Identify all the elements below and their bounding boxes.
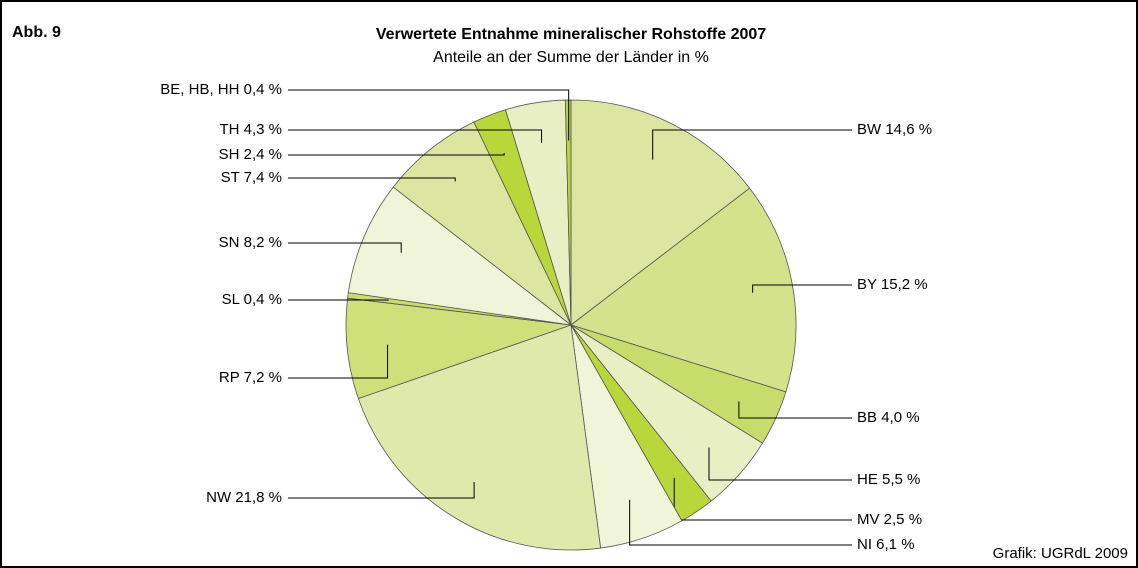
slice-category: BB <box>857 409 877 426</box>
leader-line <box>288 344 389 379</box>
pie-slice <box>570 187 797 393</box>
slice-label: MV 2,5 % <box>857 511 922 528</box>
figure-label: Abb. 9 <box>12 24 61 41</box>
chart-title: Verwertete Entnahme mineralischer Rohsto… <box>376 26 766 43</box>
pie-slice <box>564 99 572 326</box>
leader-line <box>288 177 456 182</box>
slice-value-label: 7,2 % <box>244 369 282 386</box>
slice-value-label: 7,4 % <box>244 169 282 186</box>
slice-value-label: 15,2 % <box>881 276 928 293</box>
leader-line <box>288 153 505 156</box>
leader-line <box>652 129 852 160</box>
slice-value-label: 8,2 % <box>244 234 282 251</box>
slice-label: SL 0,4 % <box>222 291 282 308</box>
slice-value-label: 6,1 % <box>876 536 914 553</box>
slice-category: MV <box>857 511 880 528</box>
slice-category: SL <box>222 291 240 308</box>
slice-value-label: 0,4 % <box>244 81 282 98</box>
leader-line <box>629 499 852 546</box>
leader-line <box>288 129 543 143</box>
slice-category: NI <box>857 536 872 553</box>
pie-slice <box>392 121 572 326</box>
slice-label: ST 7,4 % <box>221 169 282 186</box>
slice-category: HE <box>857 471 878 488</box>
leader-line <box>738 401 852 419</box>
slice-label: BE, HB, HH 0,4 % <box>160 81 282 98</box>
slice-category: BE, HB, HH <box>160 81 239 98</box>
slice-label: BW 14,6 % <box>857 121 932 138</box>
leader-line <box>288 89 570 141</box>
slice-label: SN 8,2 % <box>219 234 282 251</box>
pie-slice <box>347 186 573 326</box>
slice-value-label: 0,4 % <box>244 291 282 308</box>
slice-category: NW <box>206 489 232 506</box>
slice-label: BB 4,0 % <box>857 409 920 426</box>
slice-label: RP 7,2 % <box>219 369 282 386</box>
slice-category: BY <box>857 276 877 293</box>
slice-category: RP <box>219 369 240 386</box>
slice-label: HE 5,5 % <box>857 471 920 488</box>
slice-value-label: 5,5 % <box>882 471 920 488</box>
leader-line <box>288 242 402 253</box>
slice-category: BW <box>857 121 882 138</box>
leader-line <box>752 284 852 293</box>
slice-value-label: 4,0 % <box>881 409 919 426</box>
slice-value-label: 21,8 % <box>235 489 282 506</box>
slice-value-label: 2,4 % <box>244 146 282 163</box>
slice-label: NW 21,8 % <box>206 489 282 506</box>
slice-category: SH <box>219 146 240 163</box>
leader-line <box>288 482 475 499</box>
chart-subtitle: Anteile an der Summe der Länder in % <box>433 49 709 66</box>
slice-value-label: 14,6 % <box>885 121 932 138</box>
leader-line <box>708 447 852 481</box>
slice-value-label: 2,5 % <box>884 511 922 528</box>
slice-label: SH 2,4 % <box>219 146 282 163</box>
leader-line <box>288 299 389 301</box>
slice-value-label: 4,3 % <box>244 121 282 138</box>
slice-category: TH <box>219 121 239 138</box>
slice-label: BY 15,2 % <box>857 276 928 293</box>
slice-category: ST <box>221 169 240 186</box>
pie-slice <box>570 99 751 326</box>
pie-slice <box>357 324 602 551</box>
slice-category: SN <box>219 234 240 251</box>
source: Grafik: UGRdL 2009 <box>993 545 1128 562</box>
slice-label: TH 4,3 % <box>219 121 282 138</box>
slice-label: NI 6,1 % <box>857 536 915 553</box>
